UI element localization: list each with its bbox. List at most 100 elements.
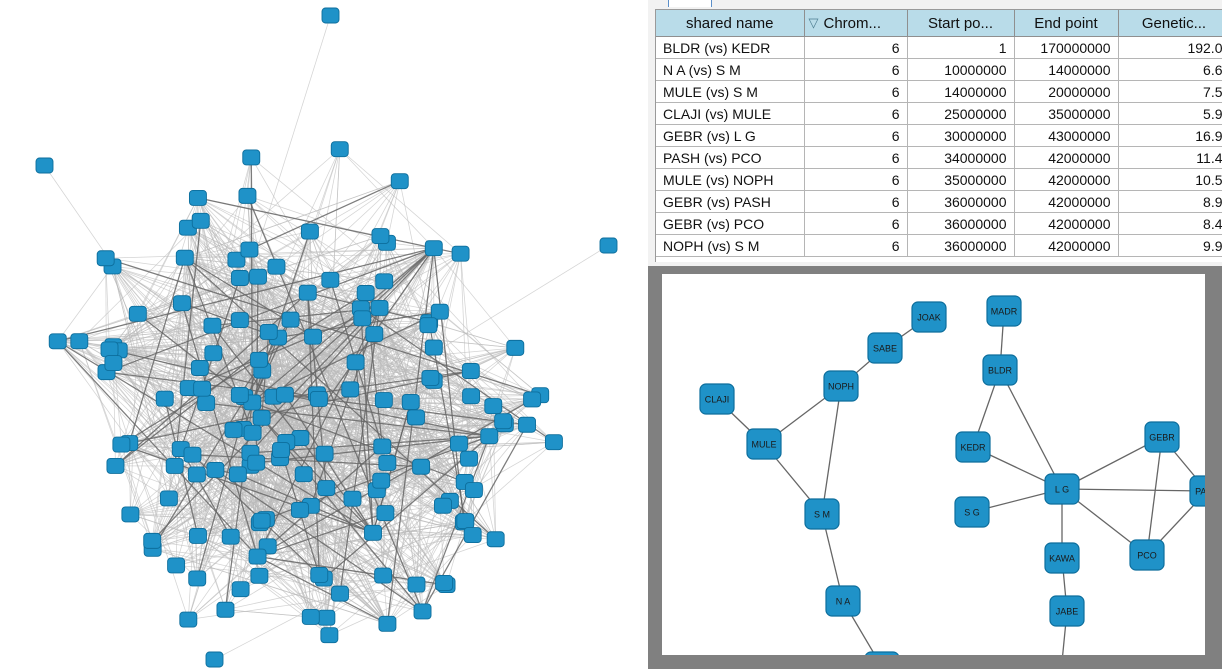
main-network-edge[interactable] xyxy=(152,399,385,542)
main-network-edge[interactable] xyxy=(112,266,253,434)
table-cell-genetic[interactable]: 10.5 xyxy=(1118,168,1222,191)
main-network-node[interactable] xyxy=(197,395,216,412)
table-cell-end_point[interactable]: 43000000 xyxy=(1014,124,1119,147)
main-network-node[interactable] xyxy=(179,611,198,628)
node-shape[interactable] xyxy=(451,245,470,262)
table-cell-chromosome[interactable]: 6 xyxy=(804,168,908,191)
node-shape[interactable] xyxy=(179,611,198,628)
table-cell-shared_name[interactable]: N A (vs) S M xyxy=(656,58,805,81)
table-cell-chromosome[interactable]: 6 xyxy=(804,80,908,103)
node-shape[interactable] xyxy=(434,497,452,514)
node-shape[interactable] xyxy=(231,270,249,286)
main-network-node[interactable] xyxy=(378,615,397,632)
main-network-node[interactable] xyxy=(309,390,328,407)
node-shape[interactable] xyxy=(373,438,392,455)
node-shape[interactable] xyxy=(300,223,319,240)
main-network-edge[interactable] xyxy=(109,349,378,491)
node-shape[interactable] xyxy=(230,312,249,329)
table-cell-chromosome[interactable]: 6 xyxy=(804,124,908,147)
main-network-edge[interactable] xyxy=(240,500,451,590)
main-network-node[interactable] xyxy=(242,149,261,166)
main-network-edge[interactable] xyxy=(184,257,201,369)
node-shape[interactable] xyxy=(70,333,89,350)
node-shape[interactable] xyxy=(272,442,290,459)
table-cell-end_point[interactable]: 42000000 xyxy=(1014,146,1119,169)
main-network-edge[interactable] xyxy=(197,197,430,323)
main-network-node[interactable] xyxy=(599,237,618,254)
main-network-edge[interactable] xyxy=(318,488,327,575)
main-network-edge[interactable] xyxy=(197,449,282,537)
node-shape[interactable] xyxy=(330,141,349,158)
main-network-edge[interactable] xyxy=(387,435,490,624)
main-network-edge[interactable] xyxy=(184,180,400,259)
main-network-edge[interactable] xyxy=(267,546,423,612)
node-shape[interactable] xyxy=(188,189,207,206)
main-network-edge[interactable] xyxy=(257,458,470,557)
main-network-edge[interactable] xyxy=(109,257,186,350)
node-shape[interactable] xyxy=(413,603,432,620)
main-network-node[interactable] xyxy=(193,380,212,397)
main-network-node[interactable] xyxy=(96,250,115,267)
table-row[interactable]: GEBR (vs) PCO 6 36000000 42000000 8.4 xyxy=(656,212,1222,235)
main-network-node[interactable] xyxy=(317,480,336,496)
main-network-node[interactable] xyxy=(310,566,329,583)
main-network-edge[interactable] xyxy=(379,307,516,349)
subnetwork-node[interactable]: CLAJI xyxy=(699,383,735,415)
main-network-node[interactable] xyxy=(304,328,322,345)
table-cell-end_point[interactable]: 42000000 xyxy=(1014,234,1119,257)
node-shape[interactable] xyxy=(247,454,266,471)
node-shape[interactable] xyxy=(275,386,294,403)
main-network-edge[interactable] xyxy=(197,197,203,389)
node-shape[interactable] xyxy=(823,370,859,402)
subnetwork-node[interactable]: KEDR xyxy=(955,431,991,463)
main-network-node[interactable] xyxy=(298,284,317,301)
main-network-edge[interactable] xyxy=(387,522,465,625)
main-network-node[interactable] xyxy=(424,339,443,356)
main-network-edge[interactable] xyxy=(372,532,447,586)
main-network-node[interactable] xyxy=(224,422,243,438)
node-shape[interactable] xyxy=(374,567,393,584)
table-cell-chromosome[interactable]: 6 xyxy=(804,212,908,235)
main-network-edge[interactable] xyxy=(446,347,516,586)
edge-table-panel[interactable]: shared name ▽ Chrom... Start po... End point… xyxy=(648,0,1222,266)
main-network-edge[interactable] xyxy=(181,302,374,534)
main-network-node[interactable] xyxy=(100,341,119,358)
main-network-edge[interactable] xyxy=(399,181,430,323)
node-shape[interactable] xyxy=(371,228,390,245)
node-shape[interactable] xyxy=(356,285,375,301)
main-network-node[interactable] xyxy=(343,490,362,507)
main-network-edge[interactable] xyxy=(184,257,190,389)
table-cell-genetic[interactable]: 7.5 xyxy=(1118,80,1222,103)
main-network-node[interactable] xyxy=(294,466,313,483)
main-network-edge[interactable] xyxy=(105,258,198,475)
main-network-node[interactable] xyxy=(106,457,125,474)
subnetwork-node[interactable]: N A xyxy=(825,585,861,617)
main-network-node[interactable] xyxy=(206,461,225,478)
node-shape[interactable] xyxy=(1049,595,1085,627)
table-scroll-frame[interactable]: shared name ▽ Chrom... Start po... End point… xyxy=(655,9,1222,262)
main-network-node[interactable] xyxy=(364,524,382,541)
node-shape[interactable] xyxy=(494,413,513,430)
main-network-edge[interactable] xyxy=(379,307,423,612)
table-row[interactable]: MULE (vs) S M 6 14000000 20000000 7.5 xyxy=(656,80,1222,103)
table-cell-end_point[interactable]: 170000000 xyxy=(1014,36,1119,59)
main-network-node[interactable] xyxy=(486,531,505,548)
node-shape[interactable] xyxy=(353,310,372,327)
node-shape[interactable] xyxy=(746,428,782,460)
main-network-edge[interactable] xyxy=(79,340,200,369)
main-network-node[interactable] xyxy=(231,270,249,286)
table-cell-end_point[interactable]: 42000000 xyxy=(1014,168,1119,191)
table-cell-genetic[interactable]: 5.9 xyxy=(1118,102,1222,125)
node-shape[interactable] xyxy=(544,434,563,451)
main-network-node[interactable] xyxy=(228,466,247,483)
node-shape[interactable] xyxy=(197,395,216,412)
main-network-node[interactable] xyxy=(231,581,250,598)
main-network-node[interactable] xyxy=(272,442,290,459)
node-shape[interactable] xyxy=(450,435,468,452)
table-cell-start_point[interactable]: 25000000 xyxy=(907,102,1015,125)
node-shape[interactable] xyxy=(523,391,542,408)
main-network-node[interactable] xyxy=(143,532,162,549)
main-network-edge[interactable] xyxy=(251,247,435,403)
table-cell-start_point[interactable]: 1 xyxy=(907,36,1015,59)
subnetwork-edge[interactable] xyxy=(821,385,842,515)
